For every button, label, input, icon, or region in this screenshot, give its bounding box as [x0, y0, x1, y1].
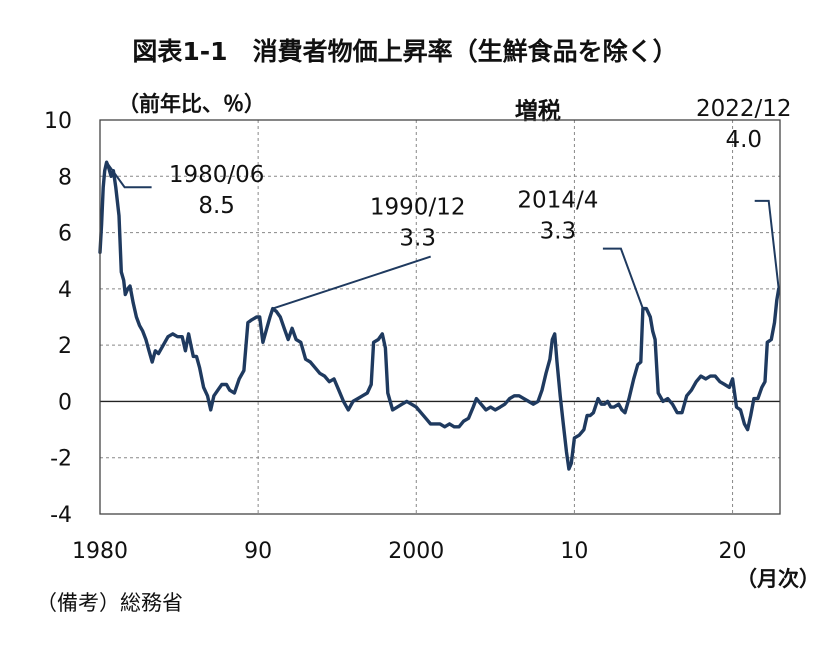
chart-title: 図表1-1 消費者物価上昇率（生鮮食品を除く）: [132, 37, 677, 66]
annotation-leader: [105, 161, 152, 189]
x-unit-label: （月次）: [736, 567, 820, 591]
y-tick-label: 10: [44, 109, 72, 134]
x-tick-label: 2000: [388, 539, 444, 564]
plot-frame: [99, 119, 781, 515]
annotations-layer: 1980/068.5 1990/123.3増税2014/43.32022/124.…: [105, 96, 792, 310]
x-tick-label: 20: [719, 539, 747, 564]
series-layer: [98, 160, 781, 471]
source-note: （備考）総務省: [36, 591, 183, 615]
y-tick-label: 2: [58, 334, 72, 359]
y-tick-label: 0: [58, 390, 72, 415]
annotation-date: 2022/12: [696, 96, 792, 122]
cpi-series-line: [98, 160, 781, 471]
x-tick-label: 90: [244, 539, 272, 564]
y-tick-label: 8: [58, 165, 72, 190]
annotation-value: 8.5: [198, 193, 235, 219]
annotation-date: 1990/12: [370, 195, 466, 221]
y-tick-label: 4: [58, 278, 72, 303]
x-tick-label: 1980: [72, 539, 128, 564]
y-unit-label: （前年比、％）: [118, 92, 265, 116]
y-tick-label: 6: [58, 222, 72, 247]
annotation-value: 3.3: [540, 219, 577, 245]
annotation-leader: [754, 199, 780, 290]
y-tick-label: -4: [50, 503, 72, 528]
annotation-leader: [272, 255, 432, 310]
annotation-leader: [602, 247, 644, 309]
y-axis-ticks: 10 8 6 4 2 0 -2 -4: [44, 109, 72, 528]
y-tick-label: -2: [50, 447, 72, 472]
annotation-date: 2014/4: [517, 188, 598, 214]
x-tick-label: 10: [560, 539, 588, 564]
annotation-value: 3.3: [399, 226, 436, 252]
annotation-value: 4.0: [725, 127, 762, 153]
annotation-date: 1980/06: [169, 162, 265, 188]
x-axis-ticks: 1980 90 2000 10 20: [72, 539, 747, 564]
